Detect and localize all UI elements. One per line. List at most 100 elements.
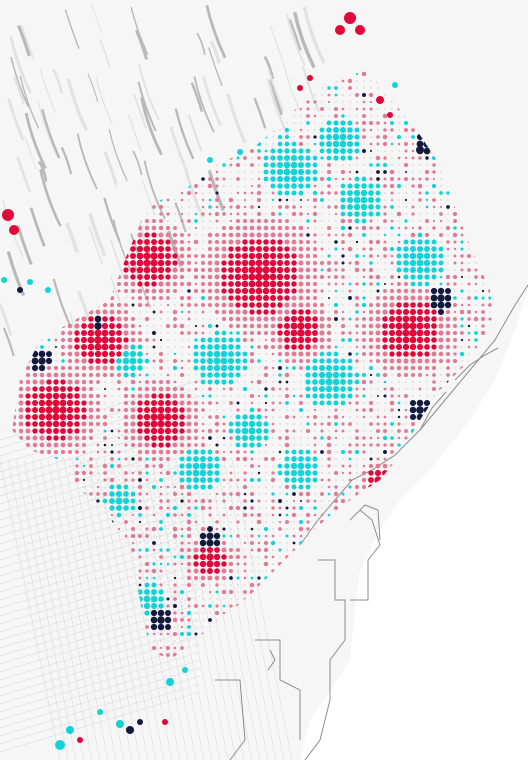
map-dot [214,281,220,287]
map-dot [377,150,379,152]
map-dot [53,449,59,455]
street-line [111,459,173,760]
map-dot [228,309,234,315]
map-dot [431,330,437,336]
map-dot [437,294,445,302]
map-dot [172,309,178,315]
map-dot [45,399,53,407]
map-dot [438,337,444,343]
map-dot [144,393,150,399]
map-dot [304,336,312,344]
map-dot [318,378,326,386]
map-dot [377,269,379,271]
map-dot [321,416,323,418]
map-dot [312,155,318,161]
map-dot [251,178,253,180]
map-dot [244,381,246,383]
map-dot [269,259,277,267]
map-dot [284,351,290,357]
map-dot [188,353,190,355]
map-dot [431,260,437,266]
map-dot [207,267,213,273]
map-dot [166,506,170,510]
map-dot [116,505,122,511]
map-dot [258,458,260,460]
map-dot [424,358,430,364]
map-dot [284,456,290,462]
map-dot [425,198,429,202]
relief-ridge [52,278,72,326]
map-dot [215,198,219,202]
map-dot [411,142,415,146]
map-dot [230,465,232,467]
map-dot [382,141,388,147]
map-dot [165,281,171,287]
map-dot [151,379,157,385]
map-dot [108,336,116,344]
map-dot [270,295,276,301]
map-dot [293,437,295,439]
map-dot [145,338,149,342]
map-dot [137,302,143,308]
map-dot [312,162,318,168]
map-dot [200,337,206,343]
map-dot [354,134,360,140]
map-dot [481,317,485,321]
map-dot [291,148,297,154]
street-line [0,571,201,633]
map-dot [234,273,242,281]
map-dot [94,350,102,358]
map-dot [131,303,135,307]
map-dot [166,303,170,307]
map-dot [285,219,289,223]
map-dot [256,239,262,245]
map-dot [305,239,311,245]
map-dot [209,423,211,425]
map-dot [395,315,403,323]
map-dot [277,470,283,476]
map-dot [363,157,365,159]
map-dot [355,359,359,363]
map-dot [348,331,352,335]
map-dot [87,336,95,344]
map-dot [447,255,449,257]
map-dot [172,428,178,434]
map-dot [25,435,31,441]
map-dot [144,442,150,448]
map-dot [291,344,297,350]
map-dot [228,274,234,280]
map-dot [263,435,269,441]
map-dot [201,310,205,314]
map-dot [291,225,297,231]
map-dot [383,394,387,398]
map-dot [223,402,225,404]
map-dot [313,443,317,447]
map-dot [368,197,374,203]
map-dot [403,239,409,245]
map-dot [262,252,270,260]
map-dot [31,406,39,414]
relief-ridge [174,108,195,160]
map-dot [201,289,205,293]
map-dot [396,134,402,140]
map-dot [243,198,247,202]
map-dot [95,407,101,413]
map-dot [290,175,298,183]
map-dot [271,492,275,496]
map-dot [375,316,381,322]
relief-ridge [41,109,61,159]
map-dot [81,400,87,406]
map-dot [321,122,323,124]
map-dot [38,406,46,414]
map-dot [312,211,318,217]
map-dot [67,428,73,434]
map-dot [123,337,129,343]
map-dot [171,413,179,421]
street-grid [0,379,293,760]
map-dot [377,381,379,383]
street-line [7,459,69,760]
map-dot [354,183,360,189]
map-dot [104,507,106,509]
map-dot [409,413,417,421]
